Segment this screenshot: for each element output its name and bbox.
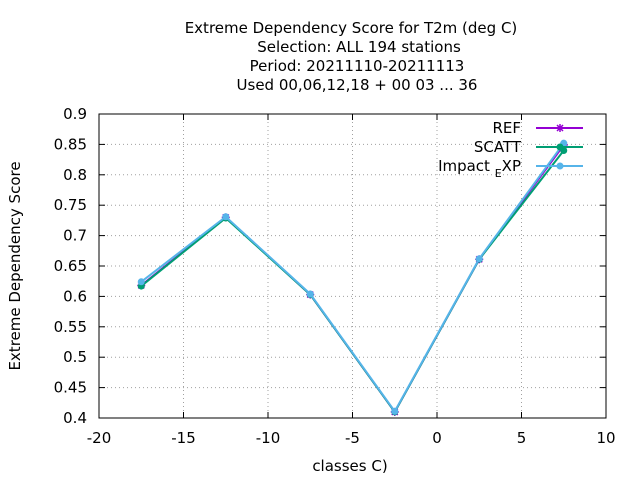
data-point (475, 255, 483, 263)
x-tick-label: -5 (345, 429, 360, 447)
legend-label: REF (492, 119, 521, 137)
chart-title-line-1: Extreme Dependency Score for T2m (deg C) (185, 19, 518, 37)
x-tick-label: -10 (256, 429, 281, 447)
series-line (140, 142, 565, 414)
x-axis-label: classes C) (312, 457, 387, 475)
y-tick-label: 0.4 (63, 409, 87, 427)
y-axis-label: Extreme Dependency Score (6, 161, 24, 370)
legend-label: Impact EXP (438, 157, 521, 180)
y-tick-label: 0.6 (63, 287, 87, 305)
chart-title-line-3: Period: 20211110-20211113 (250, 57, 465, 75)
data-point (137, 278, 145, 286)
data-point (556, 124, 564, 132)
x-tick-label: 5 (517, 429, 527, 447)
y-tick-label: 0.5 (63, 348, 87, 366)
data-point-center (558, 126, 562, 130)
x-tick-label: 0 (432, 429, 442, 447)
series-impact (137, 139, 568, 415)
y-tick-label: 0.7 (63, 227, 87, 245)
y-tick-label: 0.75 (54, 196, 87, 214)
data-point (556, 162, 564, 170)
series-line (140, 149, 565, 414)
x-tick-label: 10 (596, 429, 615, 447)
data-point (556, 143, 564, 151)
y-tick-label: 0.65 (54, 257, 87, 275)
y-tick-label: 0.8 (63, 166, 87, 184)
axes (98, 113, 607, 419)
data-point (222, 213, 230, 221)
y-tick-label: 0.45 (54, 379, 87, 397)
legend-subscript: E (495, 167, 502, 180)
chart-title-line-4: Used 00,06,12,18 + 00 03 ... 36 (237, 76, 478, 94)
x-tick-label: -20 (87, 429, 112, 447)
y-tick-label: 0.55 (54, 318, 87, 336)
series-scatt (137, 146, 568, 416)
y-tick-label: 0.85 (54, 135, 87, 153)
tick-labels: -20 -15 -10 -5 0 5 10 0.4 0.45 0.5 0.55 0.6 0.65 0.7 0… (54, 105, 616, 447)
legend-suffix: XP (502, 157, 521, 175)
y-tick-label: 0.9 (63, 105, 87, 123)
chart-title-line-2: Selection: ALL 194 stations (257, 38, 461, 56)
chart-title: Extreme Dependency Score for T2m (deg C)… (185, 19, 518, 94)
data-point (391, 407, 399, 415)
grid (99, 114, 606, 418)
data-point (306, 290, 314, 298)
x-tick-label: -15 (171, 429, 196, 447)
legend-label: SCATT (474, 138, 522, 156)
